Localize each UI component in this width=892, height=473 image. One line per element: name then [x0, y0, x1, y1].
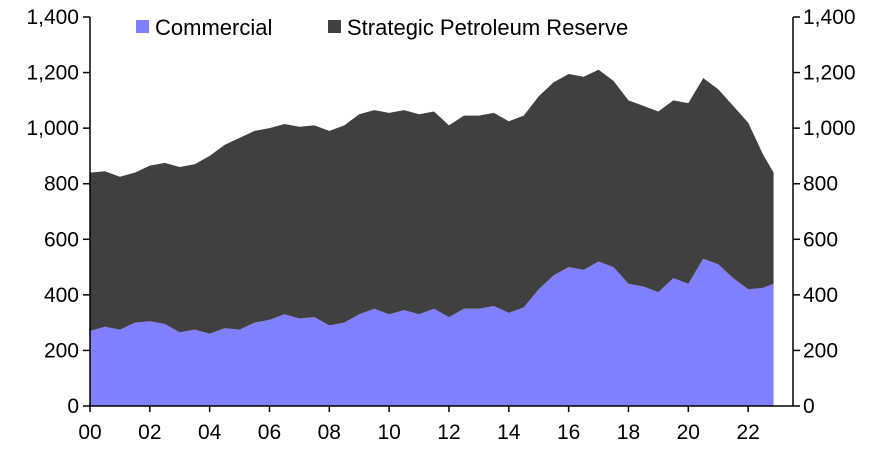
right-y-tick-label: 400	[803, 284, 838, 307]
x-tick-label: 12	[437, 421, 460, 444]
x-tick-label: 10	[377, 421, 400, 444]
x-tick-label: 16	[557, 421, 580, 444]
area-strategic-petroleum-reserve	[90, 69, 774, 334]
legend-label-commercial: Commercial	[155, 15, 272, 40]
left-y-tick-label: 600	[44, 228, 79, 251]
legend-swatch-strategic-petroleum-reserve	[328, 20, 341, 33]
right-y-tick-label: 200	[803, 339, 838, 362]
right-y-tick-label: 1,000	[803, 117, 856, 140]
x-tick-label: 00	[78, 421, 101, 444]
left-y-tick-label: 0	[67, 395, 79, 418]
right-y-tick-label: 1,200	[803, 62, 856, 85]
left-y-tick-label: 200	[44, 339, 79, 362]
left-y-tick-label: 1,200	[26, 62, 79, 85]
legend: Commercial Strategic Petroleum Reserve	[136, 15, 628, 40]
right-y-tick-label: 800	[803, 173, 838, 196]
left-y-tick-label: 400	[44, 284, 79, 307]
right-y-tick-label: 1,400	[803, 6, 856, 29]
x-tick-label: 18	[617, 421, 640, 444]
area-commercial	[90, 258, 774, 406]
x-tick-label: 14	[497, 421, 521, 444]
legend-label-strategic-petroleum-reserve: Strategic Petroleum Reserve	[347, 15, 628, 40]
x-tick-label: 20	[677, 421, 700, 444]
x-tick-label: 06	[258, 421, 281, 444]
x-tick-label: 08	[318, 421, 341, 444]
legend-swatch-commercial	[136, 20, 149, 33]
x-tick-label: 02	[138, 421, 161, 444]
left-y-tick-label: 1,400	[26, 6, 79, 29]
right-y-tick-label: 600	[803, 228, 838, 251]
right-y-tick-label: 0	[803, 395, 815, 418]
left-y-tick-label: 1,000	[26, 117, 79, 140]
axes	[89, 17, 794, 407]
x-tick-label: 22	[736, 421, 759, 444]
left-y-tick-label: 800	[44, 173, 79, 196]
area-layer	[90, 69, 774, 406]
x-tick-label: 04	[198, 421, 222, 444]
